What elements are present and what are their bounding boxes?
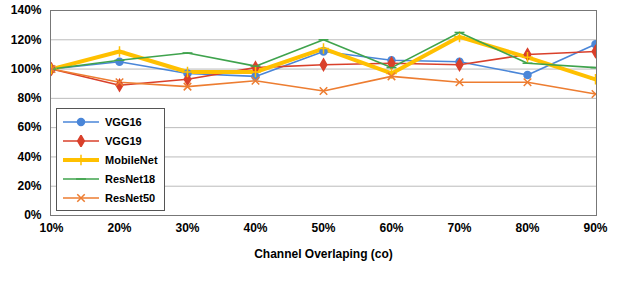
html-text:VGG19: VGG19 (105, 134, 142, 147)
html-text:ResNet18: ResNet18 (105, 172, 156, 185)
svg-text:80%: 80% (17, 91, 41, 105)
svg-text:90%: 90% (583, 221, 607, 235)
svg-text:40%: 40% (243, 221, 267, 235)
svg-text:70%: 70% (447, 221, 471, 235)
svg-text:0%: 0% (24, 208, 42, 223)
svg-text:80%: 80% (515, 221, 539, 235)
svg-text:20%: 20% (107, 221, 131, 235)
svg-text:140%: 140% (11, 3, 42, 17)
svg-text:20%: 20% (17, 179, 41, 193)
svg-text:Channel Overlaping (co): Channel Overlaping (co) (254, 247, 393, 261)
html-text:VGG16: VGG16 (105, 115, 142, 128)
svg-text:10%: 10% (39, 221, 63, 235)
html-text:MobileNet: MobileNet (105, 153, 158, 166)
svg-text:60%: 60% (379, 221, 403, 235)
svg-text:100%: 100% (11, 62, 42, 76)
svg-text:60%: 60% (17, 120, 41, 134)
svg-text:40%: 40% (17, 150, 41, 164)
svg-text:120%: 120% (11, 33, 42, 47)
html-text:ResNet50: ResNet50 (105, 191, 156, 204)
svg-text:30%: 30% (175, 221, 199, 235)
svg-text:50%: 50% (311, 221, 335, 235)
